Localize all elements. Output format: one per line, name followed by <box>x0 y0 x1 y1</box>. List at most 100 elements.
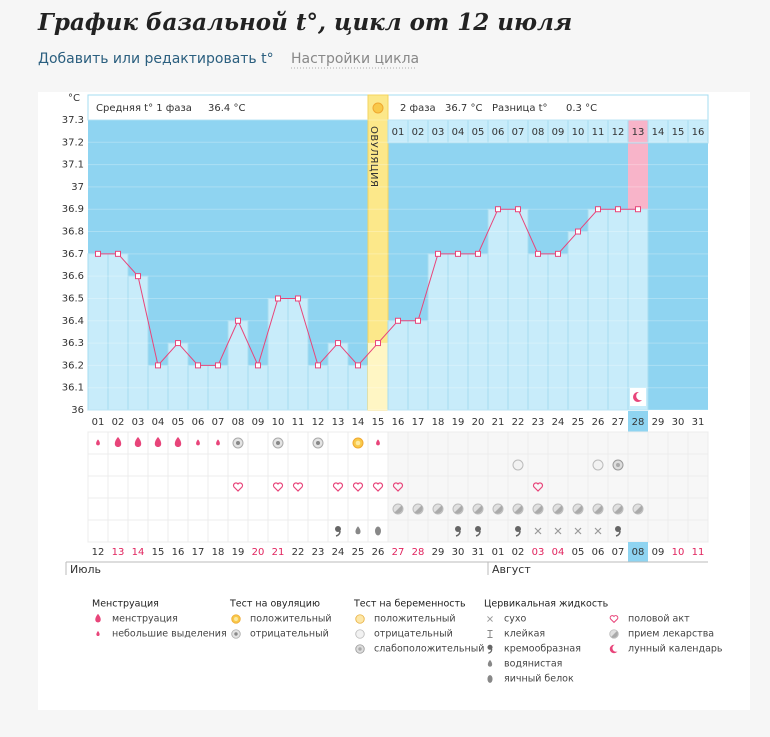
symbol-cell <box>407 519 429 543</box>
phase2-day: 16 <box>692 127 705 138</box>
date: 11 <box>692 547 705 558</box>
icon-part <box>96 630 100 637</box>
icon-pregnancy-negative <box>355 629 365 639</box>
icon-part <box>487 644 493 650</box>
symbol-cell <box>687 453 709 477</box>
legend-label: небольшие выделения <box>112 629 227 640</box>
symbol-cell <box>347 453 369 477</box>
temperature-bar <box>487 208 509 411</box>
symbol-cell <box>367 497 389 521</box>
symbol-cell <box>307 475 329 499</box>
icon-medication <box>592 503 604 515</box>
y-tick-label: 36.1 <box>62 383 84 394</box>
date: 03 <box>532 547 545 558</box>
symbol-cell <box>367 453 389 477</box>
icon-part <box>434 505 443 514</box>
date: 15 <box>152 547 165 558</box>
icon-lunar <box>609 644 620 654</box>
cycle-day: 07 <box>212 417 225 428</box>
symbol-cell <box>427 519 449 543</box>
symbol-cell <box>147 453 169 477</box>
temperature-bar <box>287 297 309 411</box>
temperature-bar <box>527 253 549 411</box>
cycle-day: 17 <box>412 417 425 428</box>
cycle-day: 31 <box>692 417 705 428</box>
icon-part <box>376 439 380 446</box>
icon-spotting <box>196 439 200 446</box>
temperature-point <box>375 340 381 347</box>
cycle-day: 24 <box>552 417 565 428</box>
date: 16 <box>172 547 185 558</box>
symbol-cell <box>487 519 509 543</box>
symbol-cell <box>587 475 609 499</box>
date: 22 <box>292 547 305 558</box>
icon-part <box>515 530 521 537</box>
legend-title: Тест на овуляцию <box>229 599 320 610</box>
icon-part <box>574 505 583 514</box>
symbol-cell <box>387 453 409 477</box>
phase2-box <box>387 94 709 121</box>
symbol-cell <box>167 453 189 477</box>
cycle-day: 05 <box>172 417 185 428</box>
symbol-cell <box>87 475 109 499</box>
symbol-cell <box>447 431 469 455</box>
symbol-cell <box>87 497 109 521</box>
cycle-day: 06 <box>192 417 205 428</box>
legend-label: водянистая <box>504 659 562 670</box>
icon-lunar <box>633 391 645 402</box>
icon-part <box>532 482 544 492</box>
symbol-cell <box>467 453 489 477</box>
month: Август <box>492 563 531 576</box>
icon-part <box>554 505 563 514</box>
icon-part <box>96 439 100 446</box>
phase1-box <box>87 94 369 121</box>
temperature-point <box>175 340 181 347</box>
y-tick-label: 36.7 <box>62 249 84 260</box>
settings-link[interactable]: Настройки цикла <box>291 51 419 67</box>
y-tick-label: 36.8 <box>62 227 84 238</box>
symbol-cell <box>227 497 249 521</box>
symbol-cell <box>327 497 349 521</box>
icon-part <box>487 630 493 638</box>
cycle-day: 23 <box>532 417 545 428</box>
date: 04 <box>552 547 565 558</box>
date: 31 <box>472 547 485 558</box>
icon-part <box>612 644 620 652</box>
icon-part <box>358 647 362 651</box>
icon-part <box>594 505 603 514</box>
icon-menstruation <box>114 437 122 447</box>
icon-part <box>375 526 381 536</box>
icon-egg-white <box>487 675 493 683</box>
icon-medication <box>552 503 564 515</box>
symbol-cell <box>527 453 549 477</box>
ovulation-label: ОВУЛЯЦИЯ <box>368 126 379 188</box>
edit-link[interactable]: Добавить или редактировать t° <box>38 51 274 67</box>
symbol-cell <box>427 431 449 455</box>
icon-part <box>487 616 493 622</box>
date: 20 <box>252 547 265 558</box>
symbol-cell <box>667 453 689 477</box>
symbol-cell <box>487 475 509 499</box>
symbol-cell <box>647 431 669 455</box>
symbol-cell <box>207 519 229 543</box>
phase2-day: 04 <box>452 127 465 138</box>
symbol-cell <box>447 453 469 477</box>
icon-part <box>614 505 623 514</box>
symbol-cell <box>487 453 509 477</box>
phase2-day: 02 <box>412 127 425 138</box>
icon-part <box>574 527 582 535</box>
cycle-day: 01 <box>92 417 105 428</box>
icon-dry <box>534 527 542 535</box>
cycle-day: 03 <box>132 417 145 428</box>
ovulation-bar <box>368 343 388 410</box>
temperature-point <box>515 206 521 213</box>
symbol-cell <box>267 453 289 477</box>
symbol-cell <box>547 475 569 499</box>
icon-menstruation <box>154 437 162 447</box>
temperature-bar <box>467 253 489 411</box>
phase2-day: 06 <box>492 127 505 138</box>
icon-ovulation-negative <box>312 437 324 449</box>
icon-spotting <box>96 439 100 446</box>
icon-spotting <box>96 630 100 637</box>
icon-creamy <box>335 526 341 537</box>
